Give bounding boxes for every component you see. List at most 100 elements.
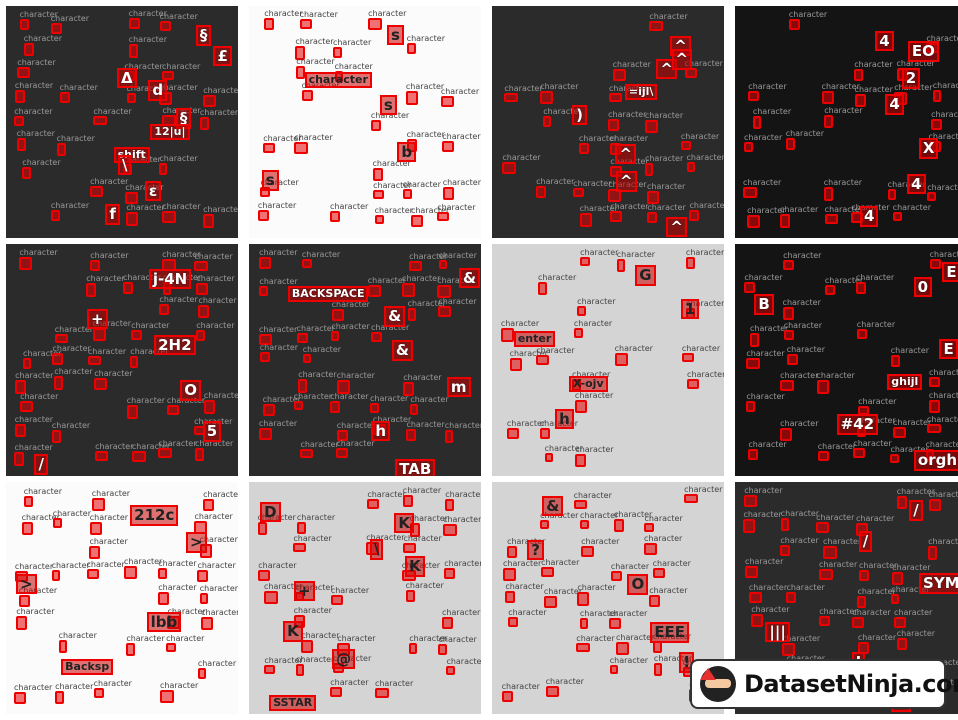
annotation-label: character <box>331 321 370 331</box>
annotation-box <box>579 213 593 228</box>
annotation-label: character <box>373 180 412 190</box>
annotation-label: character <box>403 372 442 382</box>
sample-tile: character character character character char… <box>6 244 238 476</box>
key-glyph: E <box>939 338 958 360</box>
annotation-label: character <box>501 681 540 691</box>
annotation-label: character <box>300 440 339 450</box>
annotation-label: character <box>928 132 958 142</box>
annotation-box <box>539 428 551 439</box>
annotation-label: character <box>259 276 298 286</box>
annotation-box <box>23 357 32 369</box>
annotation-box <box>541 566 554 577</box>
annotation-label: character <box>299 9 338 19</box>
annotation-box <box>780 518 789 531</box>
annotation-box <box>410 403 419 416</box>
annotation-label: character <box>545 677 584 687</box>
annotation-label: character <box>87 346 127 356</box>
key-glyph: s <box>386 24 404 46</box>
key-glyph: K <box>394 512 414 534</box>
annotation-label: character <box>747 205 786 215</box>
annotation-label: character <box>295 37 334 47</box>
annotation-box <box>16 616 27 630</box>
key-glyph: ||| <box>765 621 790 643</box>
annotation-label: character <box>407 299 446 309</box>
annotation-label: character <box>262 395 301 405</box>
annotation-label: character <box>855 273 895 283</box>
annotation-label: character <box>54 324 94 334</box>
annotation-box <box>896 496 907 509</box>
brand-badge[interactable]: DatasetNinja.com <box>690 659 958 709</box>
annotation-box <box>779 214 790 229</box>
annotation-box <box>822 545 837 560</box>
key-glyph: f <box>105 204 120 225</box>
annotation-box <box>687 378 700 390</box>
annotation-label: character <box>441 608 481 618</box>
annotation-box <box>649 21 663 31</box>
annotation-label: character <box>197 658 237 668</box>
key-glyph: O <box>627 574 649 595</box>
annotation-box <box>18 595 30 608</box>
annotation-box <box>296 663 305 677</box>
annotation-box <box>16 138 26 151</box>
annotation-box <box>128 18 140 29</box>
key-glyph: =ijl\ <box>624 83 658 100</box>
annotation-box <box>203 95 216 108</box>
annotation-label: character <box>649 12 688 22</box>
annotation-label: character <box>785 129 824 139</box>
annotation-box <box>51 569 60 582</box>
annotation-box <box>374 687 389 699</box>
annotation-label: character <box>818 560 858 570</box>
annotation-box <box>892 426 906 439</box>
annotation-box <box>196 283 209 295</box>
annotation-box <box>258 333 272 345</box>
annotation-label: character <box>298 370 337 380</box>
annotation-label: character <box>891 584 930 594</box>
annotation-label: character <box>263 581 303 591</box>
annotation-label: character <box>925 439 958 449</box>
annotation-box <box>124 566 137 579</box>
annotation-box <box>301 258 313 269</box>
annotation-label: character <box>374 206 413 216</box>
annotation-box <box>93 687 104 699</box>
annotation-label: character <box>576 633 615 643</box>
annotation-box <box>543 595 558 609</box>
annotation-box <box>257 210 269 222</box>
annotation-box <box>574 400 587 413</box>
annotation-label: character <box>264 9 303 19</box>
annotation-label: character <box>23 487 62 497</box>
annotation-box <box>652 568 666 578</box>
annotation-label: character <box>608 109 647 119</box>
key-glyph: 4 <box>885 94 904 115</box>
annotation-label: character <box>786 582 825 592</box>
annotation-box <box>405 590 415 602</box>
annotation-label: character <box>856 319 896 329</box>
key-glyph: & <box>459 267 481 289</box>
annotation-label: character <box>745 557 784 567</box>
annotation-label: character <box>369 394 409 404</box>
annotation-label: character <box>203 205 238 215</box>
annotation-label: character <box>259 343 299 353</box>
key-glyph: #42 <box>836 414 879 435</box>
annotation-label: character <box>787 654 825 663</box>
key-glyph: 2H2 <box>154 334 196 356</box>
annotation-label: character <box>50 14 90 24</box>
annotation-label: character <box>366 533 405 543</box>
annotation-label: character <box>406 420 445 430</box>
annotation-box <box>367 499 380 509</box>
annotation-label: character <box>438 250 477 260</box>
annotation-label: character <box>927 182 958 192</box>
annotation-label: character <box>406 129 445 139</box>
annotation-label: character <box>201 607 238 617</box>
annotation-label: character <box>541 557 580 567</box>
annotation-box <box>744 495 757 507</box>
annotation-label: character <box>579 608 619 618</box>
annotation-box <box>786 353 799 366</box>
annotation-label: character <box>822 536 862 546</box>
annotation-label: character <box>14 415 54 425</box>
annotation-label: character <box>257 201 297 210</box>
annotation-box <box>652 641 662 653</box>
annotation-label: character <box>95 442 134 452</box>
annotation-box <box>856 328 868 340</box>
annotation-label: character <box>54 367 93 377</box>
